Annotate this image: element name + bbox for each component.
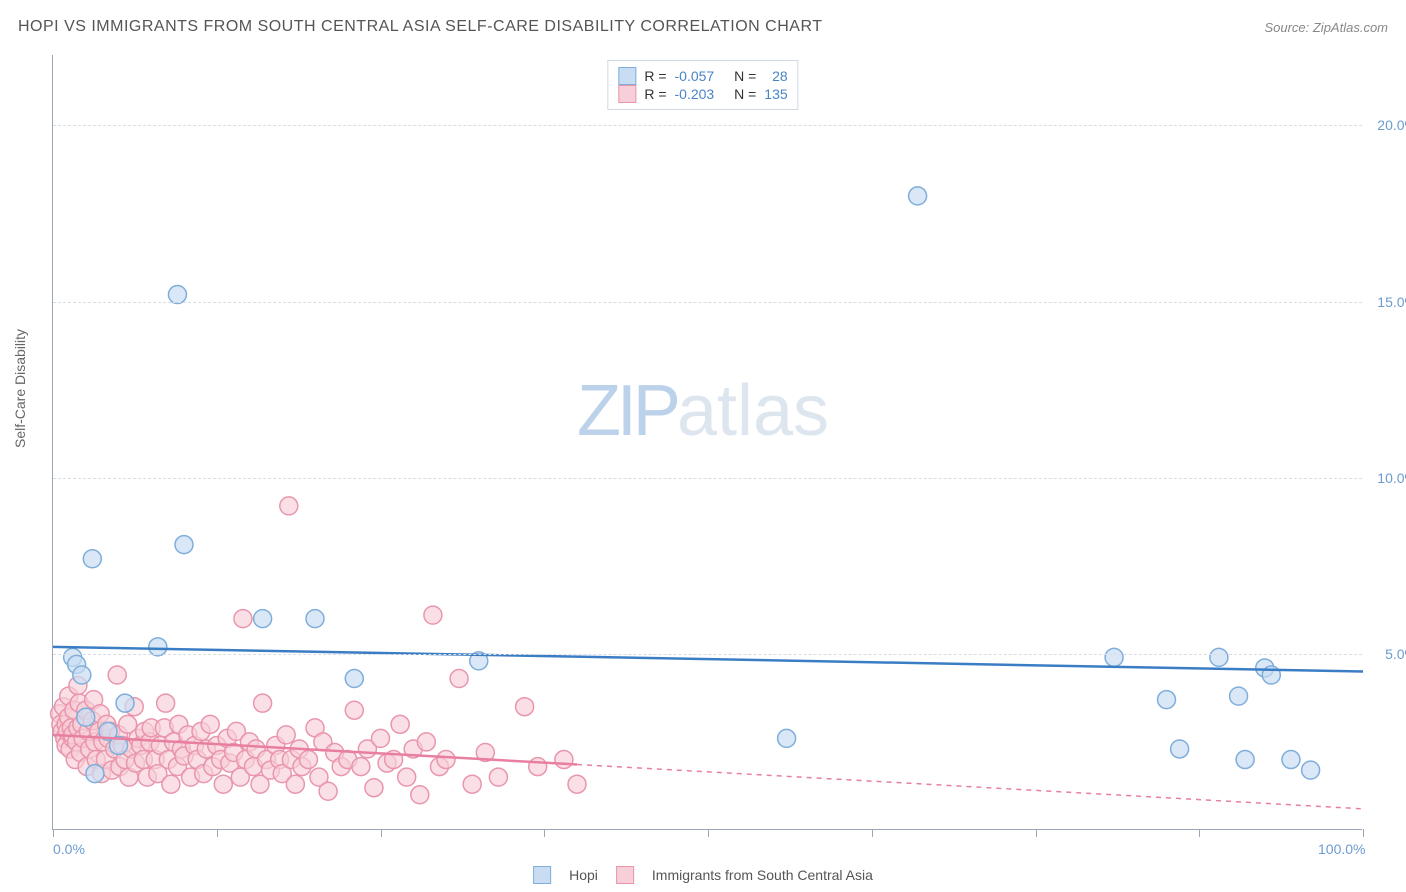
data-point bbox=[424, 606, 442, 624]
immigrants-swatch-bottom bbox=[616, 866, 634, 884]
y-tick-label: 5.0% bbox=[1385, 646, 1406, 662]
data-point bbox=[1282, 751, 1300, 769]
data-point bbox=[555, 751, 573, 769]
data-point bbox=[568, 775, 586, 793]
n-label: N = bbox=[734, 68, 756, 84]
data-point bbox=[391, 715, 409, 733]
chart-title: HOPI VS IMMIGRANTS FROM SOUTH CENTRAL AS… bbox=[18, 18, 822, 36]
x-tick bbox=[1036, 829, 1037, 837]
legend-row-immigrants: R = -0.203 N = 135 bbox=[618, 85, 787, 103]
source-label: Source: ZipAtlas.com bbox=[1264, 20, 1388, 35]
data-point bbox=[778, 729, 796, 747]
title-bar: HOPI VS IMMIGRANTS FROM SOUTH CENTRAL AS… bbox=[18, 18, 1388, 36]
x-tick bbox=[217, 829, 218, 837]
data-point bbox=[345, 670, 363, 688]
y-tick-label: 20.0% bbox=[1377, 117, 1406, 133]
data-point bbox=[529, 758, 547, 776]
x-tick bbox=[544, 829, 545, 837]
data-point bbox=[1236, 751, 1254, 769]
data-point bbox=[157, 694, 175, 712]
data-point bbox=[1171, 740, 1189, 758]
y-tick-label: 15.0% bbox=[1377, 294, 1406, 310]
x-tick bbox=[872, 829, 873, 837]
data-point bbox=[201, 715, 219, 733]
data-point bbox=[73, 666, 91, 684]
immigrants-label: Immigrants from South Central Asia bbox=[652, 867, 873, 883]
x-tick bbox=[53, 829, 54, 837]
data-point bbox=[450, 670, 468, 688]
data-point bbox=[83, 550, 101, 568]
x-tick bbox=[708, 829, 709, 837]
correlation-legend: R = -0.057 N = 28 R = -0.203 N = 135 bbox=[607, 60, 798, 110]
data-point bbox=[254, 610, 272, 628]
data-point bbox=[909, 187, 927, 205]
data-point bbox=[463, 775, 481, 793]
data-point bbox=[175, 536, 193, 554]
data-point bbox=[516, 698, 534, 716]
scatter-plot-svg bbox=[53, 55, 1362, 829]
r-label: R = bbox=[644, 68, 666, 84]
hopi-n-value: 28 bbox=[764, 68, 787, 84]
data-point bbox=[489, 768, 507, 786]
data-point bbox=[1158, 691, 1176, 709]
x-tick bbox=[1199, 829, 1200, 837]
data-point bbox=[116, 694, 134, 712]
x-tick-label: 100.0% bbox=[1318, 841, 1365, 857]
data-point bbox=[417, 733, 435, 751]
hopi-label: Hopi bbox=[569, 867, 598, 883]
data-point bbox=[234, 610, 252, 628]
r-label: R = bbox=[644, 86, 666, 102]
immigrants-r-value: -0.203 bbox=[675, 86, 715, 102]
data-point bbox=[365, 779, 383, 797]
data-point bbox=[254, 694, 272, 712]
data-point bbox=[280, 497, 298, 515]
data-point bbox=[277, 726, 295, 744]
data-point bbox=[77, 708, 95, 726]
series-legend: Hopi Immigrants from South Central Asia bbox=[533, 866, 873, 884]
data-point bbox=[411, 786, 429, 804]
n-label: N = bbox=[734, 86, 756, 102]
gridline bbox=[53, 478, 1362, 479]
hopi-swatch bbox=[618, 67, 636, 85]
data-point bbox=[306, 610, 324, 628]
data-point bbox=[398, 768, 416, 786]
x-tick-label: 0.0% bbox=[53, 841, 85, 857]
data-point bbox=[286, 775, 304, 793]
y-axis-label: Self-Care Disability bbox=[12, 329, 28, 448]
gridline bbox=[53, 125, 1362, 126]
legend-row-hopi: R = -0.057 N = 28 bbox=[618, 67, 787, 85]
immigrants-swatch bbox=[618, 85, 636, 103]
gridline bbox=[53, 302, 1362, 303]
data-point bbox=[352, 758, 370, 776]
x-tick bbox=[381, 829, 382, 837]
data-point bbox=[1230, 687, 1248, 705]
data-point bbox=[319, 782, 337, 800]
data-point bbox=[345, 701, 363, 719]
data-point bbox=[372, 729, 390, 747]
hopi-swatch-bottom bbox=[533, 866, 551, 884]
chart-plot-area: 5.0%10.0%15.0%20.0%0.0%100.0% bbox=[52, 55, 1362, 830]
data-point bbox=[86, 765, 104, 783]
trend-line bbox=[53, 647, 1363, 672]
y-tick-label: 10.0% bbox=[1377, 470, 1406, 486]
data-point bbox=[437, 751, 455, 769]
data-point bbox=[1302, 761, 1320, 779]
data-point bbox=[162, 775, 180, 793]
x-tick bbox=[1363, 829, 1364, 837]
data-point bbox=[299, 751, 317, 769]
data-point bbox=[1210, 648, 1228, 666]
trend-line-dashed bbox=[577, 764, 1363, 808]
immigrants-n-value: 135 bbox=[764, 86, 787, 102]
hopi-r-value: -0.057 bbox=[675, 68, 715, 84]
gridline bbox=[53, 654, 1362, 655]
data-point bbox=[214, 775, 232, 793]
data-point bbox=[1105, 648, 1123, 666]
data-point bbox=[108, 666, 126, 684]
